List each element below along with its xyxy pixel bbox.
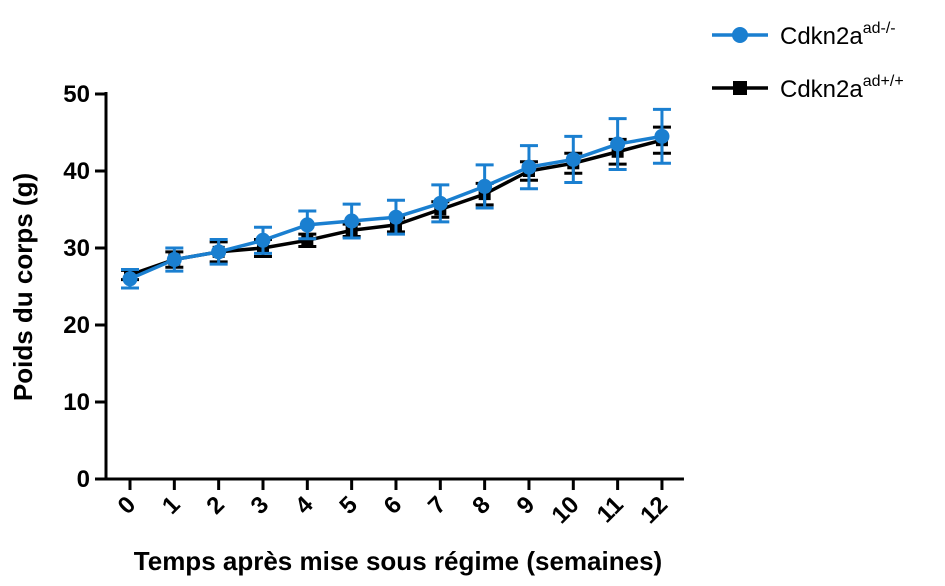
x-axis-title: Temps après mise sous régime (semaines) [134, 546, 662, 576]
x-tick-label: 5 [334, 491, 363, 520]
x-tick-label: 7 [423, 491, 452, 520]
legend: Cdkn2aad-/-Cdkn2aad+/+ [712, 20, 904, 103]
legend-item: Cdkn2aad+/+ [712, 73, 904, 103]
data-point [610, 136, 626, 152]
x-tick-label: 0 [113, 491, 142, 520]
data-point [432, 195, 448, 211]
legend-label-base: Cdkn2a [780, 23, 863, 50]
data-point [388, 209, 404, 225]
series-layer [121, 107, 671, 290]
y-tick-label: 40 [63, 158, 90, 185]
x-tick-label: 2 [201, 491, 230, 520]
legend-marker [732, 27, 748, 43]
y-tick-label: 30 [63, 235, 90, 262]
data-point [211, 244, 227, 260]
legend-label-superscript: ad+/+ [863, 73, 904, 90]
data-point [477, 178, 493, 194]
x-tick-label: 8 [467, 491, 496, 520]
x-tick-label: 4 [290, 491, 319, 520]
x-tick-label: 1 [157, 491, 186, 520]
data-point [166, 252, 182, 268]
data-point [654, 128, 670, 144]
legend-label-superscript: ad-/- [863, 20, 896, 37]
y-tick-label: 0 [77, 466, 90, 493]
x-tick-label: 9 [512, 491, 541, 520]
x-tick-label: 3 [246, 491, 275, 520]
y-tick-label: 50 [63, 81, 90, 108]
data-point [255, 232, 271, 248]
legend-label: Cdkn2aad-/- [780, 20, 896, 50]
legend-item: Cdkn2aad-/- [712, 20, 896, 50]
data-point [521, 159, 537, 175]
y-axis-title: Poids du corps (g) [8, 173, 38, 401]
legend-label: Cdkn2aad+/+ [780, 73, 904, 103]
data-point [565, 151, 581, 167]
legend-marker [733, 81, 747, 95]
x-tick-label: 6 [379, 491, 408, 520]
y-tick-label: 10 [63, 389, 90, 416]
data-point [299, 217, 315, 233]
x-tick-label: 12 [635, 491, 673, 529]
series-knockout [121, 107, 671, 290]
data-point [122, 271, 138, 287]
legend-label-base: Cdkn2a [780, 76, 863, 103]
x-tick-label: 10 [547, 491, 585, 529]
y-tick-label: 20 [63, 312, 90, 339]
data-point [344, 213, 360, 229]
x-tick-label: 11 [592, 491, 629, 528]
